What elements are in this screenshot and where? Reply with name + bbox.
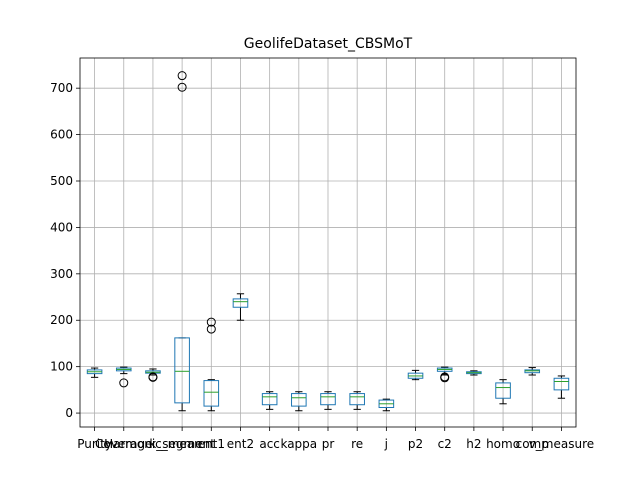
x-tick-label: k_segment [149,437,215,451]
x-tick-label: comp [516,437,549,451]
x-tick-label: re [351,437,363,451]
box-acc [261,391,278,410]
y-tick-label: 500 [50,174,73,188]
tick-layer: 0 100 200 300 400 500 600 700 PurityCoverageHarm… [50,81,594,451]
y-tick-label: 700 [50,81,73,95]
x-tick-label: ent1 [198,437,225,451]
y-tick-label: 600 [50,128,73,142]
x-tick-label: kappa [280,437,317,451]
box-homo [495,379,511,405]
x-tick-label: h2 [466,437,481,451]
x-tick-label: v_measure [529,437,594,451]
x-tick-label: p2 [408,437,423,451]
x-tick-label: pr [322,437,335,451]
box-p2 [407,369,424,381]
x-tick-label: c2 [438,437,452,451]
flier-point [177,82,187,92]
flier-point [148,372,158,382]
box-ent1 [203,317,220,412]
box-iqr [553,377,570,391]
box-j [378,398,395,412]
x-tick-label: ent2 [227,437,254,451]
plot-frame [79,57,577,428]
box-ent2 [232,293,249,321]
box-Coverage [115,366,132,388]
box-iqr [232,298,249,308]
flier-point [177,71,187,81]
flier-point [440,373,450,383]
box-Purity [86,367,103,378]
x-tick-label: Harmonic_mean [104,437,202,451]
box-pr [320,391,336,410]
y-tick-label: 300 [50,267,73,281]
box-comp [524,367,541,376]
box-re [349,391,365,410]
box-c2 [436,366,453,383]
y-tick-label: 200 [50,313,73,327]
x-tick-label: Coverage [95,437,153,451]
grid-layer [80,58,576,427]
box-iqr [349,393,365,406]
flier-point [119,378,129,388]
box-iqr [203,380,220,407]
chart-title: GeolifeDataset_CBSMoT [244,36,413,52]
box-iqr [320,393,336,406]
box-Harmonic_mean [145,368,161,382]
box-layer [86,71,570,412]
box-iqr [495,382,511,399]
x-tick-label: Purity [77,437,112,451]
x-tick-label: homo [486,437,520,451]
box-kappa [291,391,307,412]
y-tick-label: 0 [65,406,73,420]
flier-point [206,324,216,334]
flier-point [206,317,216,327]
box-k_segment [174,71,190,412]
box-iqr [261,393,278,406]
y-tick-label: 100 [50,360,73,374]
x-tick-label: j [384,437,388,451]
box-iqr [291,393,307,407]
y-tick-label: 400 [50,220,73,234]
box-iqr [174,337,190,404]
box-v_measure [553,375,570,399]
box-h2 [466,370,482,376]
x-tick-label: acc [259,437,280,451]
